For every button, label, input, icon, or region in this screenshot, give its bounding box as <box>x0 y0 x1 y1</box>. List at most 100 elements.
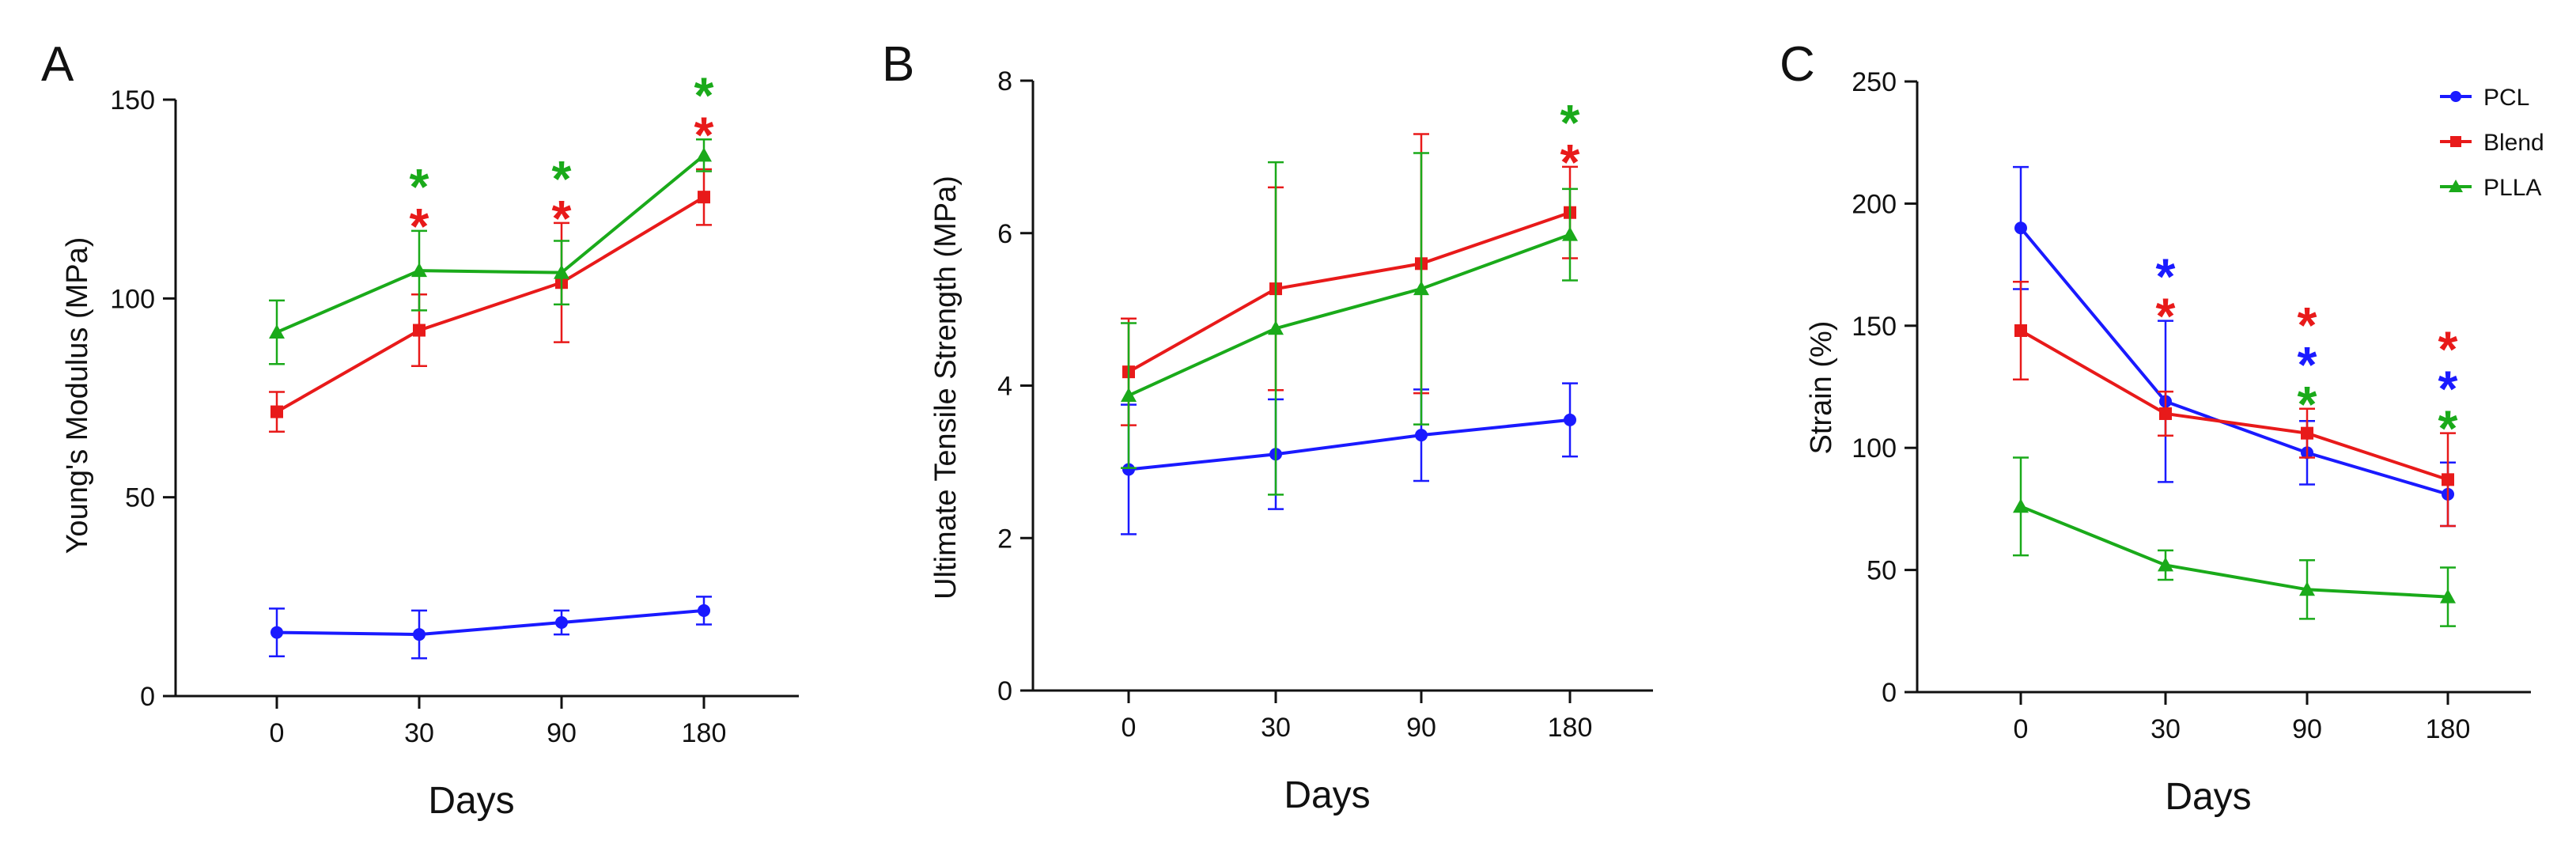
panel-letter: A <box>41 37 74 92</box>
y-tick-label: 50 <box>1867 556 1897 586</box>
data-point <box>270 405 283 418</box>
significance-marker: * <box>2156 288 2176 345</box>
x-tick-label: 0 <box>270 718 285 748</box>
x-tick-label: 180 <box>682 718 727 748</box>
significance-marker: * <box>2156 248 2176 305</box>
data-point <box>2158 557 2173 572</box>
data-point <box>270 626 283 639</box>
y-axis-label: Ultimate Tensile Strength (MPa) <box>929 176 963 600</box>
series-line <box>2020 329 2449 482</box>
series-pcl <box>269 596 712 660</box>
data-point <box>554 264 569 279</box>
data-point <box>698 191 710 204</box>
y-tick-label: 0 <box>1882 678 1897 708</box>
legend: PCL Blend PLLA <box>2440 85 2544 201</box>
legend-marker <box>2450 91 2461 102</box>
data-point <box>555 616 568 630</box>
significance-marker: * <box>2438 361 2458 418</box>
data-point <box>698 604 710 617</box>
legend-marker <box>2449 180 2463 192</box>
data-point <box>2442 473 2454 486</box>
data-point <box>2299 581 2315 596</box>
significance-marker: * <box>2298 297 2317 354</box>
x-tick-label: 90 <box>1406 713 1436 743</box>
series-blend <box>269 168 712 433</box>
legend-label: PCL <box>2483 85 2529 111</box>
data-point <box>269 324 285 339</box>
x-tick-label: 180 <box>2426 714 2471 744</box>
series-pcl <box>1121 382 1578 535</box>
y-tick-label: 0 <box>140 682 155 712</box>
y-axis-label: Young's Modulus (MPa) <box>61 237 94 554</box>
data-point <box>696 147 712 162</box>
significance-marker: * <box>1560 94 1580 151</box>
y-tick-label: 200 <box>1852 189 1897 219</box>
data-point <box>1121 388 1137 403</box>
x-tick-label: 0 <box>1122 713 1137 743</box>
significance-marker: * <box>552 190 572 247</box>
significance-marker: * <box>1560 134 1580 191</box>
chart-panel-a: A 0 50 100 150 0 30 90 180 Days Young's Modulus (M… <box>41 37 799 822</box>
series-plla <box>2013 456 2456 627</box>
panel-letter: C <box>1780 37 1815 92</box>
panel-letter: B <box>882 37 914 92</box>
data-point <box>1562 226 1578 241</box>
data-point <box>2301 426 2313 440</box>
legend-label: PLLA <box>2483 175 2541 201</box>
series-pcl <box>2013 165 2456 528</box>
y-axis-label: Strain (%) <box>1805 321 1838 455</box>
series-line <box>1128 210 1571 373</box>
y-tick-label: 4 <box>997 372 1012 402</box>
significance-marker: * <box>694 66 714 123</box>
data-point <box>1564 413 1576 426</box>
data-point <box>1122 463 1135 476</box>
series-line <box>276 608 705 637</box>
y-tick-label: 100 <box>1852 433 1897 464</box>
chart-panel-b: B 0 2 4 6 8 0 30 90 180 Days Ultimate Tensile Stren… <box>882 37 1653 816</box>
x-tick-label: 30 <box>404 718 434 748</box>
y-tick-label: 100 <box>110 284 155 314</box>
significance-marker: * <box>2438 321 2458 378</box>
y-tick-label: 6 <box>997 219 1012 249</box>
data-point <box>2013 498 2029 513</box>
significance-marker: * <box>694 106 714 163</box>
x-axis-label: Days <box>428 780 514 822</box>
data-point <box>2440 588 2456 604</box>
significance-marker: * <box>410 158 429 215</box>
data-point <box>2014 324 2027 337</box>
y-tick-label: 150 <box>110 85 155 115</box>
series-line <box>2019 226 2449 496</box>
series-plla <box>1121 152 1578 496</box>
data-point <box>2159 407 2172 420</box>
series-line <box>1128 418 1571 471</box>
y-tick-label: 50 <box>125 483 155 513</box>
series-line <box>2020 505 2449 599</box>
data-point <box>411 263 427 278</box>
x-axis-label: Days <box>2165 776 2251 818</box>
x-axis-label: Days <box>1284 774 1370 816</box>
x-tick-label: 30 <box>2150 714 2181 744</box>
x-tick-label: 90 <box>2292 714 2322 744</box>
significance-marker: * <box>2298 336 2317 393</box>
data-point <box>413 324 426 337</box>
series-line <box>276 153 705 334</box>
significance-marker: * <box>410 198 429 255</box>
significance-marker: * <box>552 150 572 207</box>
significance-marker: * <box>2298 376 2317 433</box>
legend-label: Blend <box>2483 130 2544 156</box>
x-tick-label: 30 <box>1261 713 1291 743</box>
significance-marker: * <box>2438 400 2458 457</box>
series-plla <box>269 138 712 365</box>
data-point <box>413 628 426 641</box>
y-tick-label: 0 <box>997 676 1012 706</box>
legend-marker <box>2450 136 2461 147</box>
y-tick-label: 8 <box>997 66 1012 96</box>
x-tick-label: 90 <box>547 718 577 748</box>
y-tick-label: 2 <box>997 524 1012 554</box>
data-point <box>2014 221 2027 235</box>
data-point <box>1413 281 1429 296</box>
y-tick-label: 150 <box>1852 312 1897 342</box>
data-point <box>1268 320 1284 335</box>
